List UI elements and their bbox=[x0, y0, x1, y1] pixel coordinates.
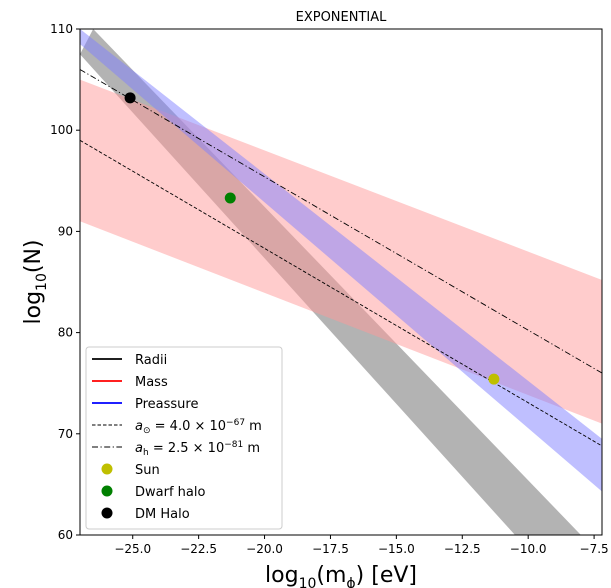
legend-dot-marker bbox=[101, 485, 113, 497]
legend-label: Radii bbox=[135, 353, 167, 368]
x-tick-label: −15.0 bbox=[378, 542, 415, 556]
legend-dot-marker bbox=[101, 507, 113, 519]
legend-label: Dwarf halo bbox=[135, 485, 205, 500]
point-dwarf-halo bbox=[224, 192, 236, 204]
legend-label: Mass bbox=[135, 375, 168, 390]
band-preassure bbox=[80, 29, 602, 492]
x-tick-label: −17.5 bbox=[312, 542, 349, 556]
legend: Radii Mass Preassure a⊙ = 4.0 × 10−67 m ah =… bbox=[85, 346, 283, 530]
legend-label: DM Halo bbox=[135, 507, 190, 522]
legend-label: a⊙ = 4.0 × 10−67 m bbox=[135, 418, 262, 436]
point-sun bbox=[488, 373, 500, 385]
y-tick-label: 60 bbox=[58, 528, 73, 542]
x-tick-label: −7.5 bbox=[580, 542, 609, 556]
legend-box bbox=[85, 346, 283, 530]
y-axis-title: log10(N) bbox=[21, 240, 50, 325]
y-tick-label: 100 bbox=[50, 123, 73, 137]
x-tick-label: −25.0 bbox=[114, 542, 151, 556]
chart-title: EXPONENTIAL bbox=[296, 10, 388, 25]
line-a-h bbox=[80, 69, 602, 374]
x-tick-label: −12.5 bbox=[444, 542, 481, 556]
x-axis-title: log10(mϕ) [eV] bbox=[265, 563, 417, 588]
x-tick-label: −20.0 bbox=[246, 542, 283, 556]
x-tick-label: −22.5 bbox=[180, 542, 217, 556]
line-a-sun bbox=[80, 139, 602, 447]
y-tick-label: 80 bbox=[58, 326, 73, 340]
legend-dot-marker bbox=[101, 463, 113, 475]
point-dm-halo bbox=[124, 92, 136, 104]
y-tick-label: 70 bbox=[58, 427, 73, 441]
x-tick-label: −10.0 bbox=[510, 542, 547, 556]
plot-frame bbox=[79, 28, 603, 536]
legend-label: Preassure bbox=[135, 397, 198, 412]
y-tick-label: 90 bbox=[58, 224, 73, 238]
y-tick-label: 110 bbox=[50, 22, 73, 36]
legend-label: ah = 2.5 × 10−81 m bbox=[135, 440, 260, 458]
legend-label: Sun bbox=[135, 463, 160, 478]
